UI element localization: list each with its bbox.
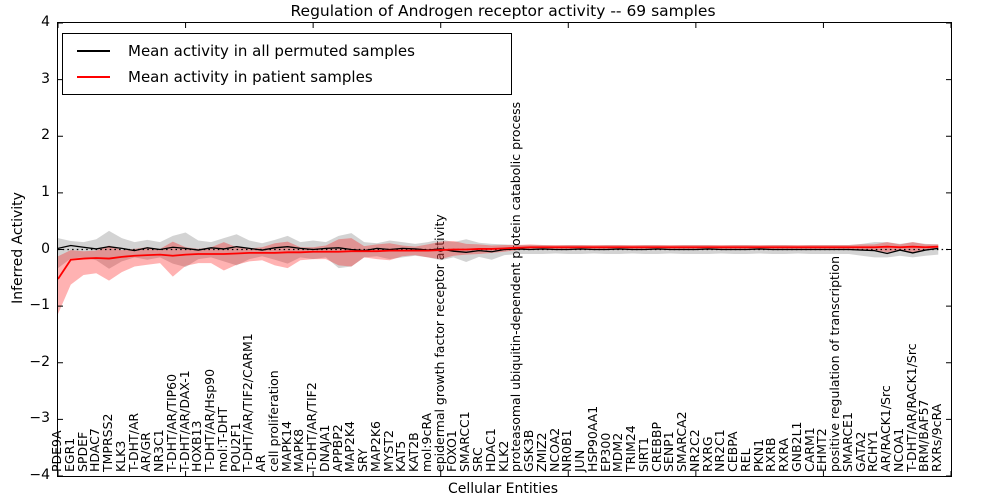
permuted-band (58, 230, 939, 269)
chart-title: Regulation of Androgen receptor activity… (290, 2, 716, 20)
legend-item-patient: Mean activity in patient samples (77, 68, 511, 86)
legend-item-permuted: Mean activity in all permuted samples (77, 42, 511, 60)
x-axis-label: Cellular Entities (447, 481, 559, 497)
patient-line-swatch (77, 76, 110, 78)
y-tick-label: −4 (29, 467, 50, 483)
y-tick-label: −3 (29, 410, 50, 427)
patient-mean-line (58, 245, 939, 280)
y-tick-label: 4 (41, 14, 50, 30)
y-tick-label: 0 (41, 240, 50, 257)
permuted-line-swatch (77, 50, 110, 52)
patient-band (58, 238, 939, 315)
permuted-mean-line (58, 244, 939, 255)
y-tick-label: 1 (41, 183, 50, 200)
y-tick-label: −2 (29, 353, 50, 370)
legend-label: Mean activity in patient samples (128, 68, 373, 86)
legend-label: Mean activity in all permuted samples (128, 42, 415, 60)
y-tick-label: 3 (41, 70, 50, 87)
y-tick-label: −1 (29, 297, 50, 314)
y-tick-label: 2 (41, 127, 50, 144)
plot-area (57, 22, 952, 477)
legend: Mean activity in all permuted samples Me… (62, 33, 512, 95)
chart-svg (58, 23, 951, 476)
